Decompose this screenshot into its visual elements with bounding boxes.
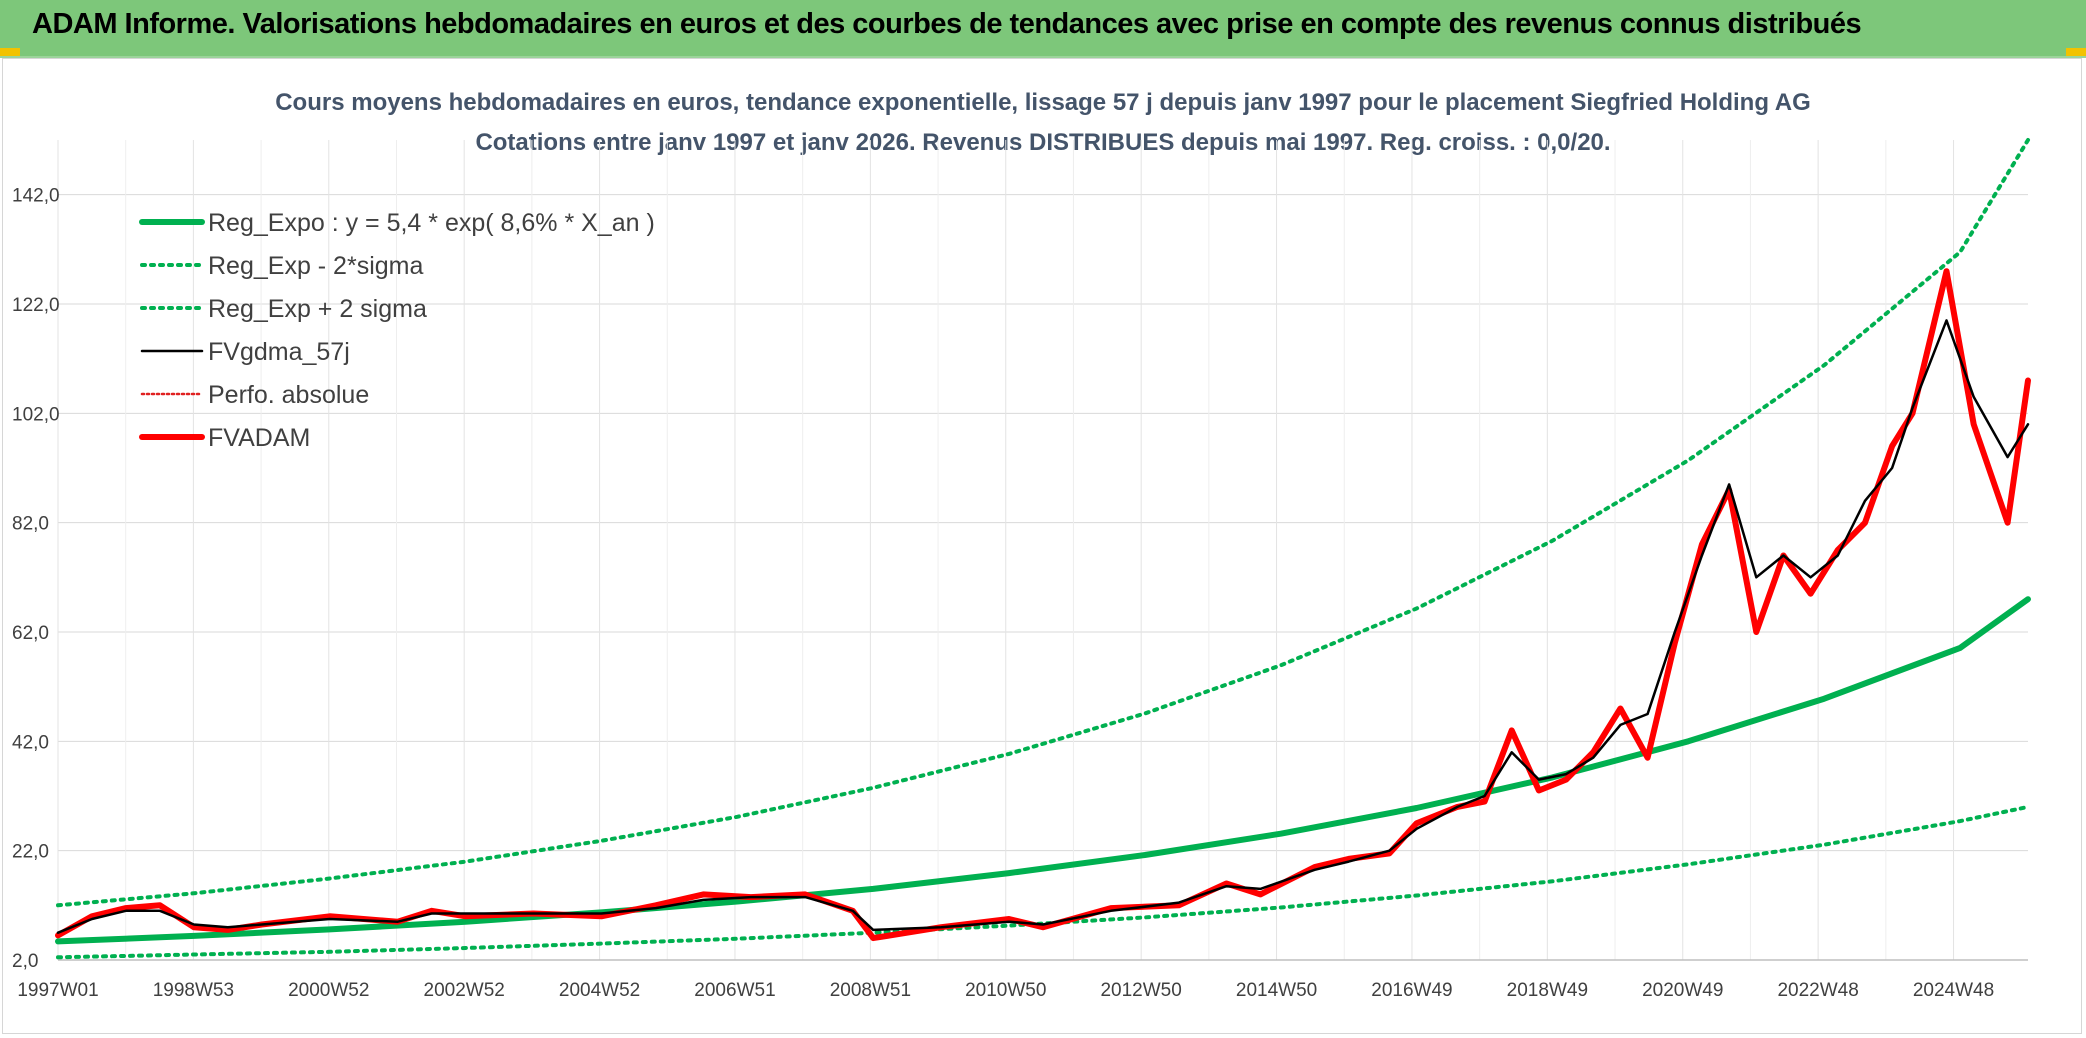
x-tick-label: 2004W52 bbox=[559, 980, 640, 1001]
x-tick-label: 2024W48 bbox=[1913, 980, 1994, 1001]
series-line-3 bbox=[56, 319, 2030, 934]
legend-label: Perfo. absolue bbox=[208, 381, 369, 409]
series-line-0 bbox=[55, 596, 2031, 945]
y-tick-label: 42,0 bbox=[12, 732, 49, 753]
x-tick-label: 1997W01 bbox=[17, 980, 98, 1001]
x-tick-label: 2002W52 bbox=[424, 980, 505, 1001]
y-tick-label: 122,0 bbox=[12, 295, 60, 316]
legend-label: Reg_Exp - 2*sigma bbox=[208, 252, 423, 280]
header-accent-right bbox=[2066, 48, 2086, 56]
y-tick-label: 2,0 bbox=[12, 951, 38, 972]
x-tick-label: 2016W49 bbox=[1371, 980, 1452, 1001]
x-tick-label: 2006W51 bbox=[694, 980, 775, 1001]
x-tick-label: 2010W50 bbox=[965, 980, 1046, 1001]
y-tick-label: 102,0 bbox=[12, 404, 60, 425]
x-tick-label: 2022W48 bbox=[1777, 980, 1858, 1001]
y-tick-label: 142,0 bbox=[12, 186, 60, 207]
series-line-4 bbox=[57, 270, 2029, 940]
y-tick-label: 82,0 bbox=[12, 514, 49, 535]
grid bbox=[57, 140, 2028, 961]
header-accent-left bbox=[0, 48, 20, 56]
axes: 2,0 22,0 42,0 62,0 82,0 102,0 122,0 142,0 1997W0… bbox=[12, 186, 2028, 1001]
legend-label: Reg_Exp + 2 sigma bbox=[208, 295, 427, 323]
legend: Reg_Expo : y = 5,4 * exp( 8,6% * X_an ) R… bbox=[139, 209, 655, 452]
chart-title: Cours moyens hebdomadaires en euros, ten… bbox=[275, 89, 1811, 116]
x-tick-label: 1998W53 bbox=[153, 980, 234, 1001]
series-line-1 bbox=[56, 804, 2030, 960]
x-tick-label: 2020W49 bbox=[1642, 980, 1723, 1001]
series-layer bbox=[55, 138, 2031, 960]
series-line-2 bbox=[56, 138, 2030, 908]
chart-frame bbox=[2, 58, 2082, 1034]
legend-label: FVADAM bbox=[208, 424, 310, 452]
x-tick-label: 2000W52 bbox=[288, 980, 369, 1001]
chart-subtitle: Cotations entre janv 1997 et janv 2026. … bbox=[475, 129, 1610, 156]
header-bar bbox=[0, 0, 2086, 58]
x-tick-label: 2018W49 bbox=[1507, 980, 1588, 1001]
legend-label: FVgdma_57j bbox=[208, 338, 350, 366]
report-title: ADAM Informe. Valorisations hebdomadaire… bbox=[32, 8, 1862, 40]
y-tick-label: 22,0 bbox=[12, 842, 49, 863]
x-tick-label: 2008W51 bbox=[830, 980, 911, 1001]
y-tick-label: 62,0 bbox=[12, 623, 49, 644]
legend-label: Reg_Expo : y = 5,4 * exp( 8,6% * X_an ) bbox=[208, 209, 655, 237]
x-tick-label: 2014W50 bbox=[1236, 980, 1317, 1001]
x-tick-label: 2012W50 bbox=[1100, 980, 1181, 1001]
series-line-5 bbox=[55, 268, 2031, 942]
